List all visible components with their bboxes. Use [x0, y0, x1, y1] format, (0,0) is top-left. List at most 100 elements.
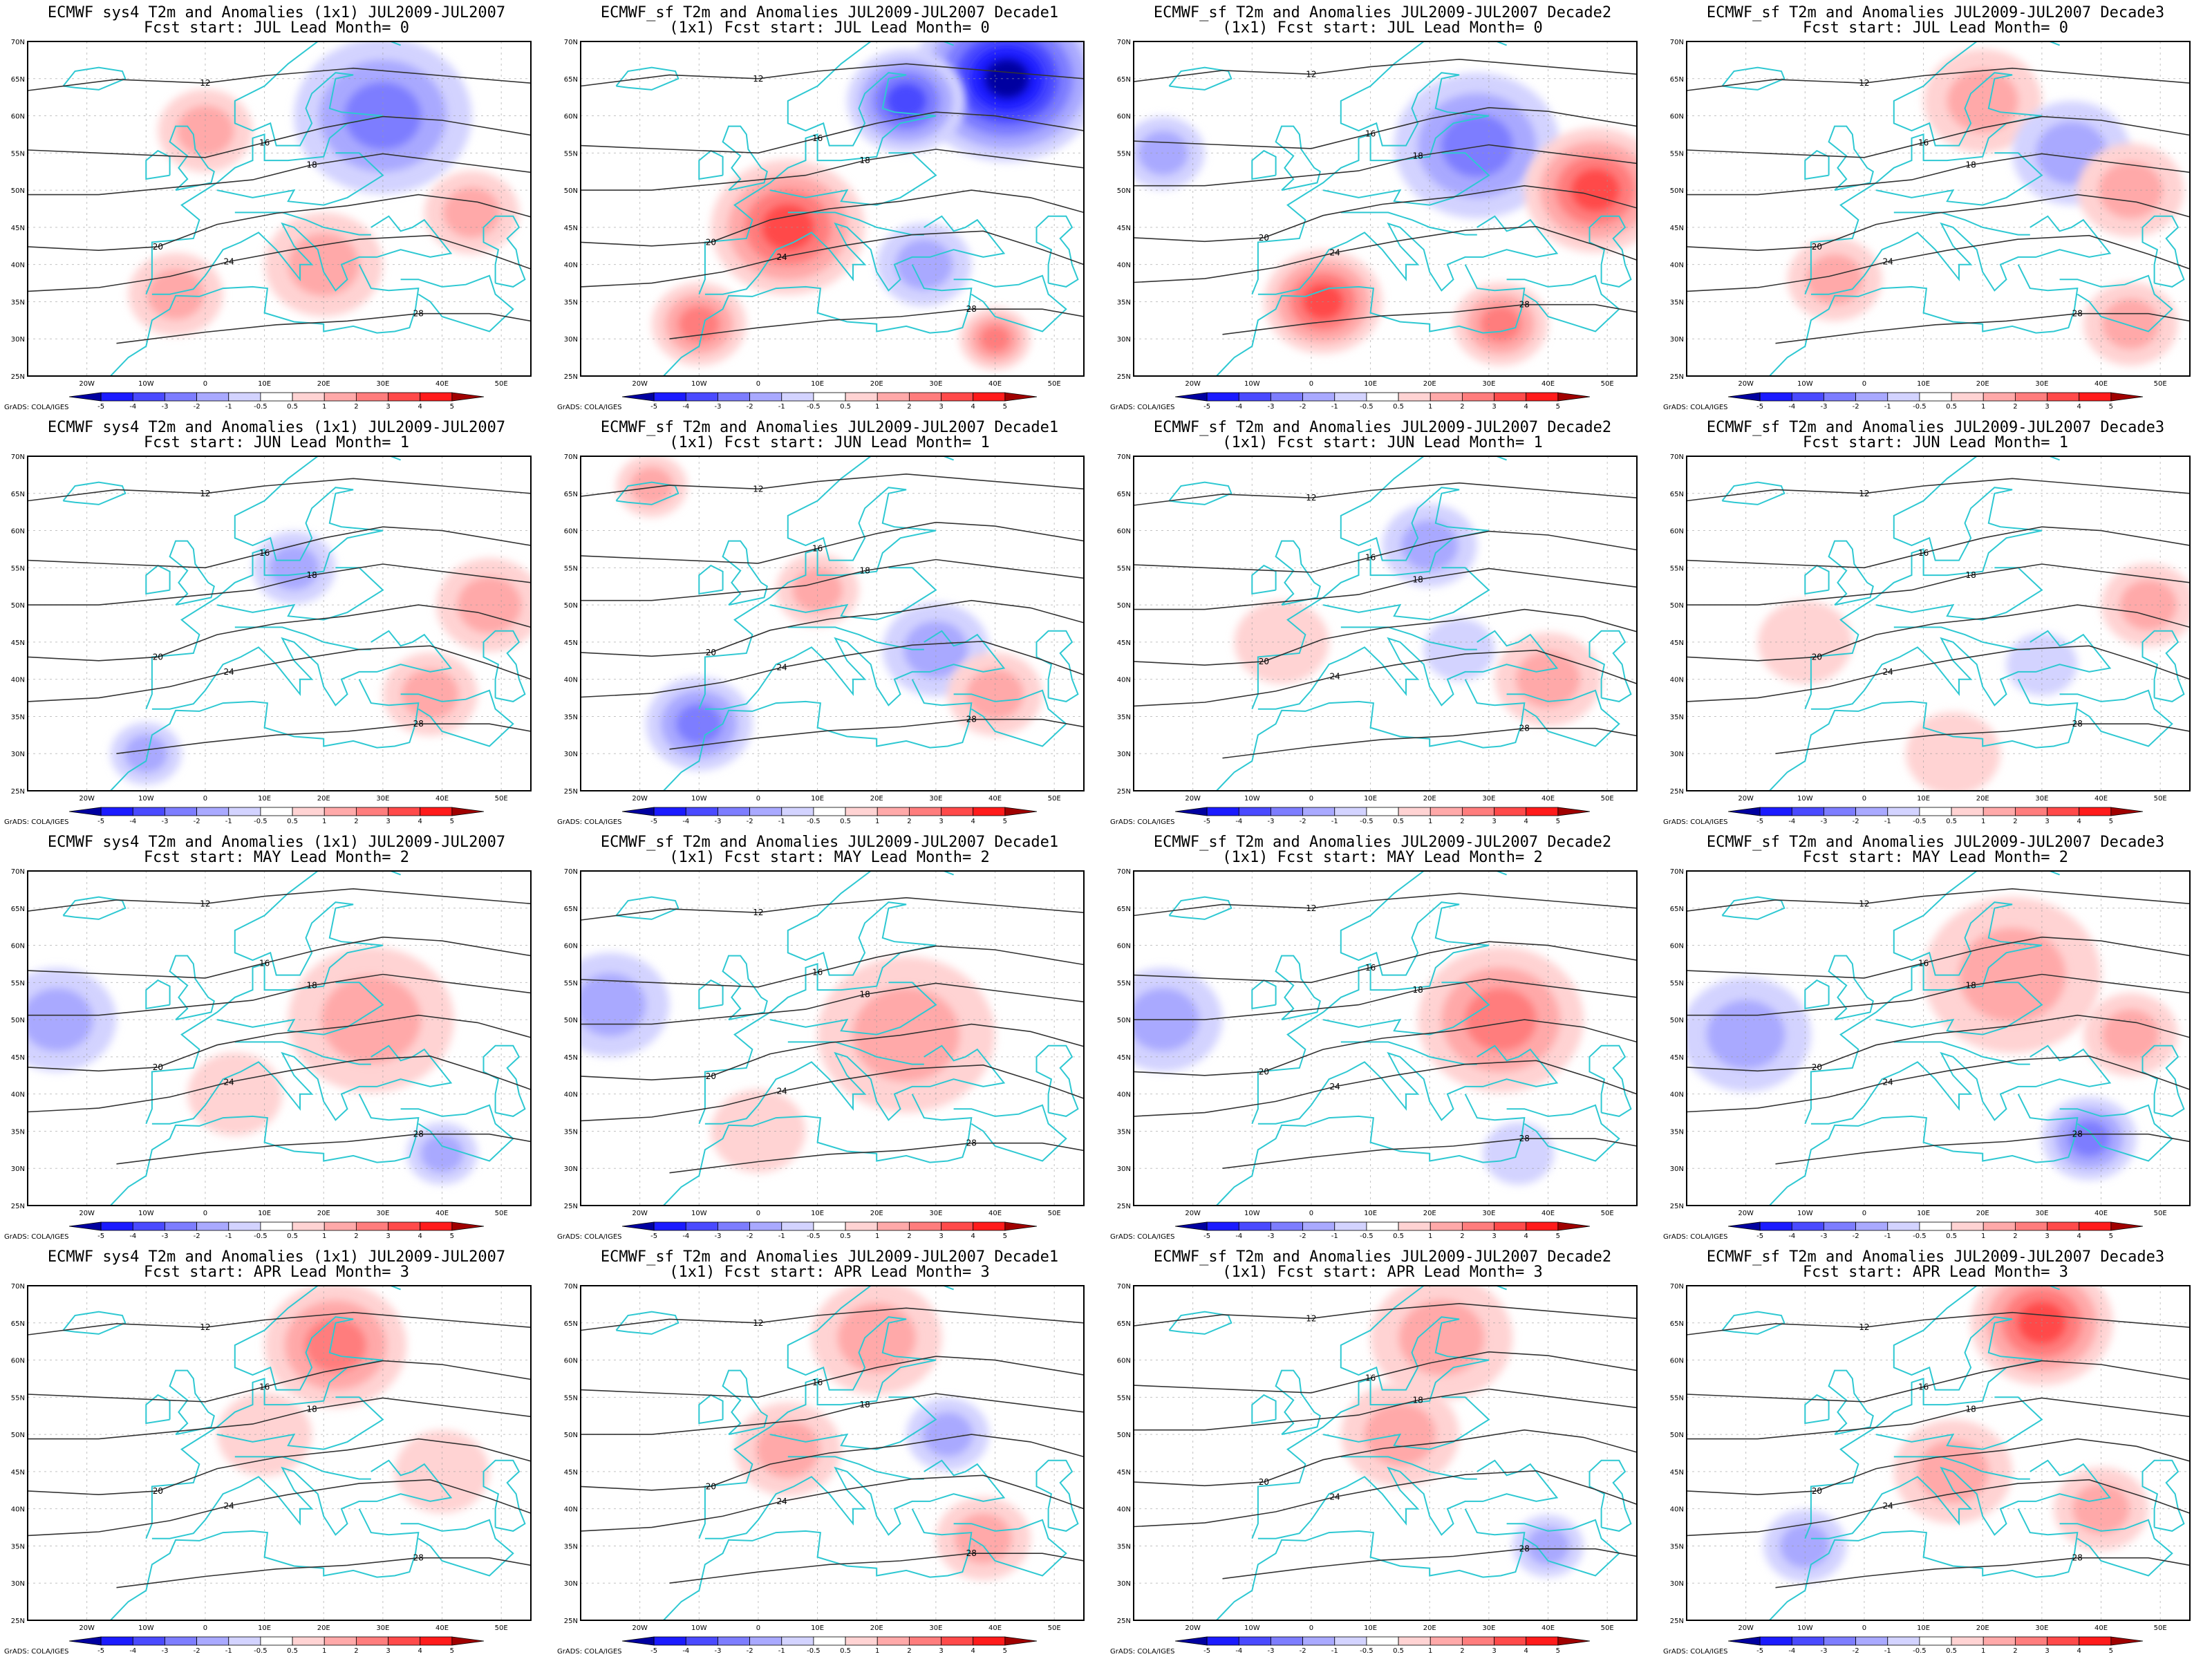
coastline [145, 41, 401, 295]
colorbar: -5 -4 -3 -2 -1 -0.5 0.5 1 2 3 4 5 [1727, 807, 2144, 825]
colorbar-label: 0.5 [840, 1647, 851, 1655]
longitude-label: 40E [988, 1210, 1002, 1217]
panel-title: ECMWF sys4 T2m and Anomalies (1x1) JUL20… [47, 834, 506, 851]
colorbar-label: -1 [1331, 818, 1338, 825]
coastline [663, 1094, 973, 1206]
contour-label: 24 [777, 1086, 787, 1096]
contour-label: 20 [1812, 1062, 1822, 1072]
panel-title: ECMWF_sf T2m and Anomalies JUL2009-JUL20… [1706, 1248, 2165, 1266]
colorbar: -5 -4 -3 -2 -1 -0.5 0.5 1 2 3 4 5 [621, 807, 1038, 825]
coastline [169, 1369, 215, 1436]
temperature-contour [1134, 530, 1637, 573]
panel-subtitle: Fcst start: MAY Lead Month= 2 [143, 849, 410, 866]
latitude-label: 35N [1670, 1543, 1684, 1550]
latitude-label: 55N [1117, 565, 1131, 572]
longitude-label: 50E [1601, 1210, 1614, 1217]
contour-label: 20 [1259, 1067, 1269, 1076]
latitude-label: 45N [564, 1054, 578, 1062]
longitude-label: 40E [988, 795, 1002, 803]
colorbar-label: 0.5 [287, 1647, 298, 1655]
temperature-contour [1687, 234, 2190, 292]
coastline [698, 564, 724, 595]
latitude-label: 65N [1670, 491, 1684, 498]
coastline [698, 149, 724, 180]
map-frame [27, 870, 532, 1206]
contour-label: 24 [1883, 256, 1893, 266]
latitude-label: 25N [564, 1203, 578, 1210]
coastline [1588, 1459, 1632, 1532]
panel-title: ECMWF_sf T2m and Anomalies JUL2009-JUL20… [600, 834, 1059, 851]
grads-credit: GrADS: COLA/IGES [1110, 1648, 1175, 1656]
map-panel: ECMWF_sf T2m and Anomalies JUL2009-JUL20… [1659, 0, 2212, 415]
map-frame [1133, 1285, 1638, 1621]
contour-label: 28 [1519, 1134, 1530, 1143]
grads-credit: GrADS: COLA/IGES [1110, 1233, 1175, 1241]
contour-label: 24 [1330, 671, 1340, 681]
coastline [1588, 630, 1632, 702]
colorbar-label: 3 [386, 1647, 390, 1655]
coastline [698, 1286, 954, 1539]
coastline [698, 456, 954, 710]
latitude-label: 65N [1670, 906, 1684, 913]
panel-title: ECMWF sys4 T2m and Anomalies (1x1) JUL20… [47, 1248, 506, 1266]
anomaly-map: 12161820242825N30N35N40N45N50N55N60N65N7… [11, 453, 532, 825]
contour-label: 16 [1918, 138, 1929, 147]
grads-credit: GrADS: COLA/IGES [1663, 818, 1728, 826]
colorbar-label: 5 [1556, 818, 1560, 825]
longitude-label: 10E [258, 1210, 271, 1217]
latitude-label: 35N [564, 1543, 578, 1550]
colorbar-label: 0.5 [840, 403, 851, 411]
longitude-label: 40E [988, 1624, 1002, 1632]
coastline [1257, 630, 1559, 710]
grads-credit: GrADS: COLA/IGES [1663, 1648, 1728, 1656]
latitude-label: 60N [564, 1358, 578, 1365]
anomaly-region [264, 1286, 407, 1408]
colorbar-label: 2 [2013, 403, 2017, 411]
temperature-contour [669, 1553, 1084, 1584]
colorbar-label: -1 [1884, 403, 1891, 411]
temperature-contour [1134, 1302, 1637, 1327]
colorbar-label: -4 [682, 818, 689, 825]
coastline [151, 1044, 453, 1125]
colorbar-label: 1 [875, 403, 879, 411]
colorbar-label: 4 [418, 818, 422, 825]
colorbar-label: 3 [2045, 403, 2049, 411]
longitude-label: 30E [2035, 1210, 2048, 1217]
contour-label: 12 [200, 78, 210, 88]
coastline [216, 152, 384, 206]
colorbar-label: -2 [747, 1647, 753, 1655]
colorbar-label: 0.5 [287, 1232, 298, 1240]
temperature-contour [28, 115, 531, 158]
colorbar-label: 5 [2109, 1232, 2113, 1240]
coastline [722, 955, 768, 1021]
contour-label: 16 [812, 967, 823, 977]
contour-label: 12 [1859, 489, 1869, 498]
coastline [62, 66, 126, 91]
colorbar-label: 3 [386, 1232, 390, 1240]
grads-credit: GrADS: COLA/IGES [557, 1648, 622, 1656]
longitude-label: 30E [1482, 380, 1495, 388]
colorbar-label: -3 [161, 1647, 168, 1655]
latitude-label: 65N [1117, 906, 1131, 913]
coastline [663, 264, 973, 376]
latitude-label: 25N [1117, 1618, 1131, 1625]
anomaly-region [110, 722, 182, 785]
colorbar-label: -1 [1331, 1647, 1338, 1655]
latitude-label: 60N [1670, 943, 1684, 950]
map-frame [580, 456, 1085, 791]
panel-title: ECMWF sys4 T2m and Anomalies (1x1) JUL20… [47, 4, 506, 21]
longitude-label: 20W [1185, 1210, 1201, 1217]
temperature-contour [28, 1014, 531, 1072]
contour-label: 20 [1259, 233, 1269, 243]
coastline [1216, 1508, 1526, 1620]
contour-label: 28 [1519, 300, 1530, 310]
coastline [216, 1396, 384, 1450]
colorbar-label: -5 [97, 403, 104, 411]
colorbar-label: -2 [194, 403, 200, 411]
colorbar-label: -2 [747, 403, 753, 411]
map-frame [580, 41, 1085, 377]
coastline [1506, 274, 1620, 332]
longitude-label: 20E [317, 795, 330, 803]
contour-label: 28 [413, 1130, 424, 1139]
colorbar-label: -0.5 [1913, 403, 1927, 411]
